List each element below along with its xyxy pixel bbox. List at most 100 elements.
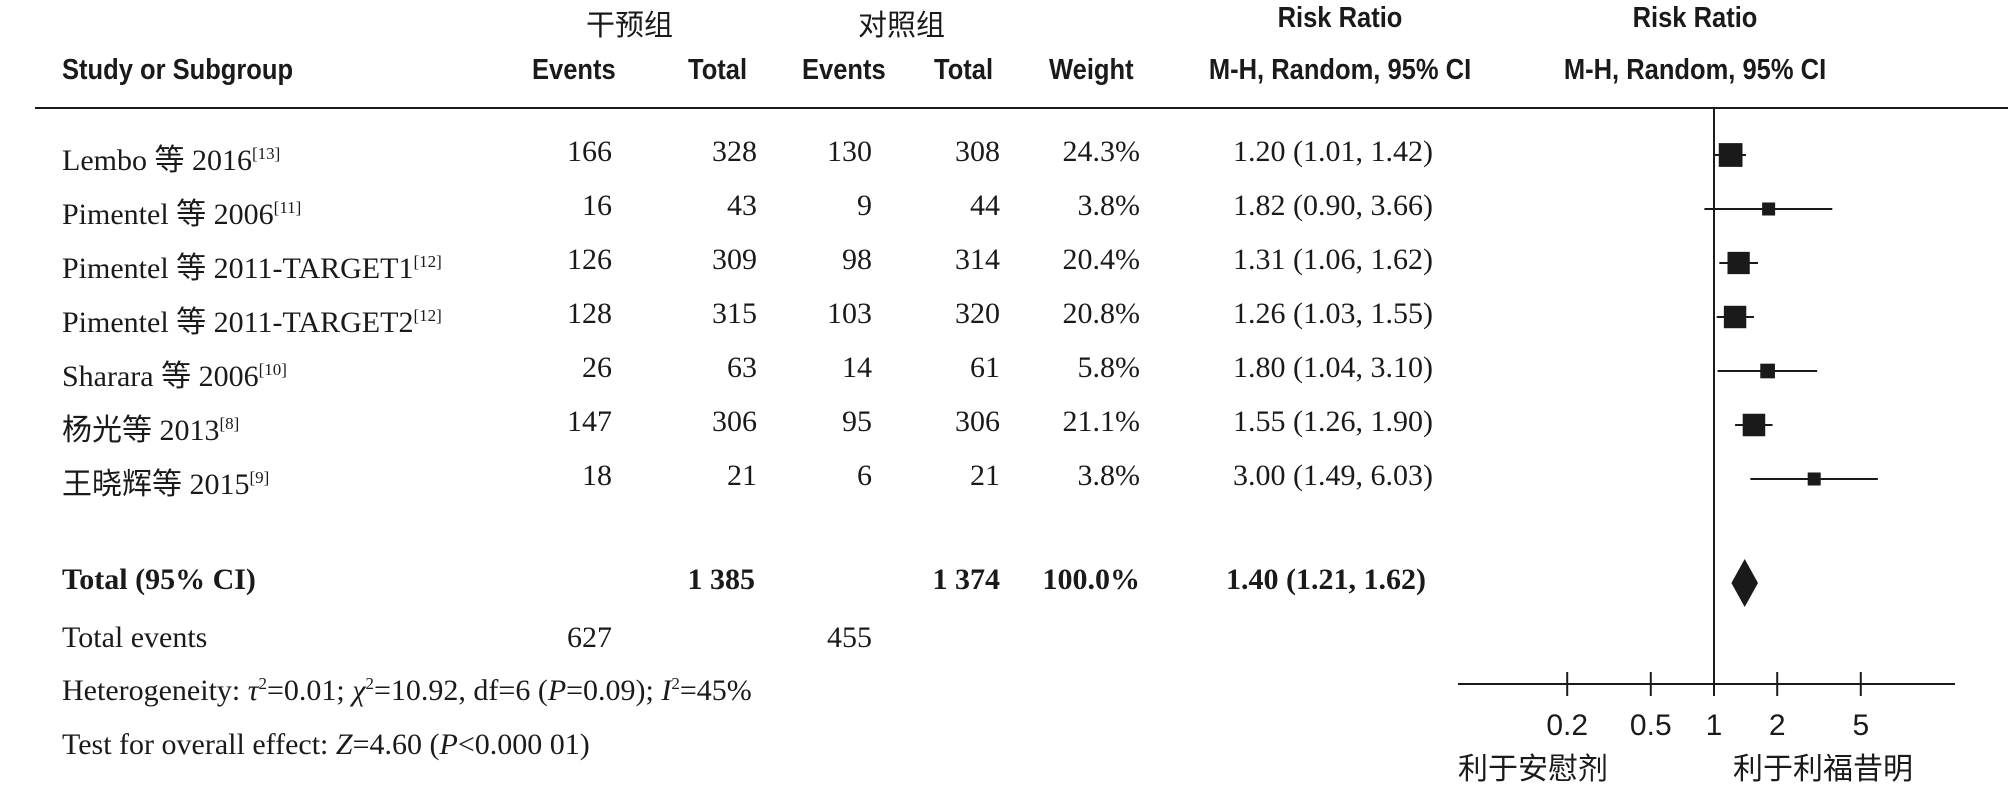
study-column-header: Study or Subgroup — [62, 54, 294, 86]
intervention-events: 147 — [567, 405, 612, 438]
control-group-header: 对照组 — [858, 8, 946, 42]
weight-value: 3.8% — [1077, 189, 1141, 222]
weight-value: 21.1% — [1062, 405, 1141, 438]
study-name-text: Pimentel 等 2006 — [62, 198, 274, 231]
weight-value: 5.8% — [1077, 351, 1141, 384]
effect-square — [1723, 305, 1747, 329]
intervention-events: 16 — [582, 189, 612, 222]
weight-value: 3.8% — [1077, 459, 1141, 492]
study-name: Lembo 等 2016[13] — [62, 135, 280, 179]
study-name: Pimentel 等 2011-TARGET2[12] — [62, 297, 442, 341]
favours-placebo-label: 利于安慰剂 — [1458, 752, 1608, 787]
intervention-total: 63 — [727, 351, 757, 384]
total-intervention-total: 1 385 — [687, 563, 756, 596]
total-control-total: 1 374 — [932, 563, 1001, 596]
control-events: 9 — [857, 189, 872, 222]
control-total: 314 — [955, 243, 1000, 276]
intervention-events: 26 — [582, 351, 612, 384]
effect-square — [1742, 413, 1766, 437]
intervention-total: 21 — [727, 459, 757, 492]
risk-ratio-ci-text: 1.31 (1.06, 1.62) — [1233, 243, 1433, 276]
x-tick-label: 1 — [1706, 709, 1723, 742]
effect-square — [1727, 251, 1750, 275]
study-name-text: Pimentel 等 2011-TARGET1 — [62, 252, 414, 285]
control-total: 306 — [955, 405, 1000, 438]
study-name: 杨光等 2013[8] — [62, 405, 239, 449]
effect-square — [1807, 472, 1821, 486]
rr-table-subtitle: M-H, Random, 95% CI — [1208, 54, 1472, 86]
control-events: 6 — [857, 459, 872, 492]
control-events: 14 — [842, 351, 872, 384]
intervention-total: 309 — [712, 243, 757, 276]
control-events: 98 — [842, 243, 872, 276]
risk-ratio-ci-text: 3.00 (1.49, 6.03) — [1233, 459, 1433, 492]
study-reference: [9] — [249, 468, 270, 487]
weight-value: 20.4% — [1062, 243, 1141, 276]
intervention-events-header: Events — [532, 54, 616, 86]
control-total: 44 — [970, 189, 1000, 222]
total-events-label: Total events — [62, 621, 208, 654]
intervention-events: 128 — [567, 297, 612, 330]
effect-square — [1760, 363, 1775, 379]
total-ci-text: 1.40 (1.21, 1.62) — [1226, 563, 1426, 596]
total-events-intervention: 627 — [567, 621, 612, 654]
intervention-total-header: Total — [688, 54, 748, 86]
study-name-text: Lembo 等 2016 — [62, 144, 252, 177]
total-events-control: 455 — [827, 621, 872, 654]
study-name: Pimentel 等 2006[11] — [62, 189, 301, 233]
study-name: 王晓辉等 2015[9] — [62, 459, 269, 503]
x-tick-label: 0.5 — [1630, 709, 1672, 742]
study-reference: [12] — [413, 306, 442, 325]
control-total: 320 — [955, 297, 1000, 330]
intervention-events: 166 — [567, 135, 612, 168]
control-total: 21 — [970, 459, 1000, 492]
total-weight: 100.0% — [1042, 563, 1141, 596]
intervention-total: 315 — [712, 297, 757, 330]
x-tick-label: 2 — [1769, 709, 1786, 742]
study-name: Pimentel 等 2011-TARGET1[12] — [62, 243, 442, 287]
header-rule — [35, 107, 2008, 109]
intervention-events: 18 — [582, 459, 612, 492]
study-reference: [11] — [273, 198, 302, 217]
favours-rifaximin-label: 利于利福昔明 — [1733, 752, 1913, 787]
weight-value: 24.3% — [1062, 135, 1141, 168]
study-name-text: 杨光等 2013 — [62, 414, 220, 447]
pooled-diamond — [1731, 559, 1758, 607]
control-total-header: Total — [934, 54, 994, 86]
control-events: 95 — [842, 405, 872, 438]
study-reference: [10] — [258, 360, 287, 379]
study-name-text: Pimentel 等 2011-TARGET2 — [62, 306, 414, 339]
effect-square — [1762, 202, 1776, 216]
weight-value: 20.8% — [1062, 297, 1141, 330]
effect-square — [1718, 143, 1743, 167]
control-events: 103 — [827, 297, 872, 330]
risk-ratio-ci-text: 1.82 (0.90, 3.66) — [1233, 189, 1433, 222]
x-tick-label: 0.2 — [1546, 709, 1588, 742]
control-events-header: Events — [802, 54, 886, 86]
study-reference: [8] — [219, 414, 240, 433]
study-reference: [13] — [251, 144, 281, 163]
control-total: 308 — [955, 135, 1000, 168]
rr-plot-title: Risk Ratio — [1632, 2, 1758, 34]
intervention-events: 126 — [567, 243, 612, 276]
control-total: 61 — [970, 351, 1000, 384]
rr-plot-subtitle: M-H, Random, 95% CI — [1563, 54, 1827, 86]
study-reference: [12] — [413, 252, 442, 271]
risk-ratio-ci-text: 1.20 (1.01, 1.42) — [1233, 135, 1433, 168]
study-name-text: 王晓辉等 2015 — [62, 468, 250, 501]
intervention-total: 43 — [727, 189, 757, 222]
weight-column-header: Weight — [1049, 54, 1134, 86]
study-name: Sharara 等 2006[10] — [62, 351, 287, 395]
total-label: Total (95% CI) — [62, 563, 256, 596]
intervention-group-header: 干预组 — [586, 8, 674, 42]
rr-table-title: Risk Ratio — [1277, 2, 1403, 34]
control-events: 130 — [827, 135, 872, 168]
overall-effect-test: Test for overall effect: Z=4.60 (P<0.000… — [62, 728, 590, 761]
study-name-text: Sharara 等 2006 — [62, 360, 259, 393]
risk-ratio-ci-text: 1.26 (1.03, 1.55) — [1233, 297, 1433, 330]
heterogeneity-stats: Heterogeneity: τ2=0.01; χ2=10.92, df=6 (… — [62, 674, 752, 707]
risk-ratio-ci-text: 1.55 (1.26, 1.90) — [1233, 405, 1433, 438]
intervention-total: 306 — [712, 405, 757, 438]
x-tick-label: 5 — [1852, 709, 1869, 742]
